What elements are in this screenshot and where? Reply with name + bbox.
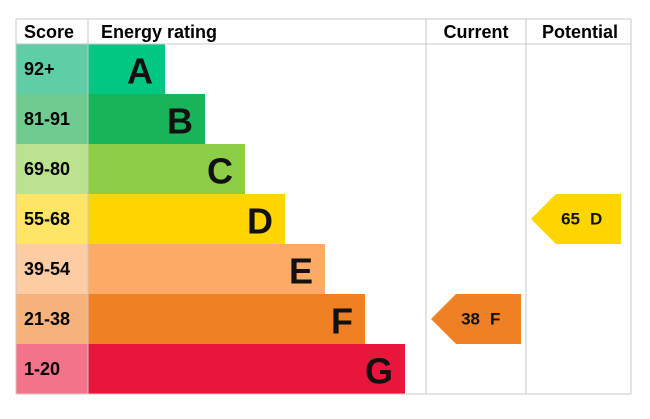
- rating-letter: G: [365, 351, 393, 392]
- current-rating: F: [490, 310, 500, 329]
- current-arrow: [431, 294, 521, 344]
- score-label: 1-20: [24, 359, 60, 379]
- score-cell: [16, 44, 88, 94]
- score-cell: [16, 344, 88, 394]
- score-label: 55-68: [24, 209, 70, 229]
- rating-letter: E: [289, 251, 313, 292]
- potential-rating: D: [590, 210, 602, 229]
- rating-header: Energy rating: [101, 22, 217, 42]
- score-cell: [16, 294, 88, 344]
- score-cell: [16, 144, 88, 194]
- potential-value: 65: [561, 210, 580, 229]
- rating-letter: B: [167, 101, 193, 142]
- rating-bar: [88, 144, 245, 194]
- score-label: 92+: [24, 59, 55, 79]
- current-header: Current: [443, 22, 508, 42]
- rating-letter: A: [127, 51, 153, 92]
- rating-bar: [88, 244, 325, 294]
- score-cell: [16, 94, 88, 144]
- score-cell: [16, 194, 88, 244]
- rating-letter: C: [207, 151, 233, 192]
- score-label: 69-80: [24, 159, 70, 179]
- rating-bar: [88, 344, 405, 394]
- score-label: 39-54: [24, 259, 70, 279]
- score-label: 81-91: [24, 109, 70, 129]
- rating-bar: [88, 294, 365, 344]
- potential-header: Potential: [542, 22, 618, 42]
- rating-letter: F: [331, 301, 353, 342]
- score-header: Score: [24, 22, 74, 42]
- rating-bar: [88, 194, 285, 244]
- potential-arrow: [531, 194, 621, 244]
- rating-bar: [88, 44, 165, 94]
- score-label: 21-38: [24, 309, 70, 329]
- score-cell: [16, 244, 88, 294]
- current-value: 38: [461, 310, 480, 329]
- rating-letter: D: [247, 201, 273, 242]
- rating-bar: [88, 94, 205, 144]
